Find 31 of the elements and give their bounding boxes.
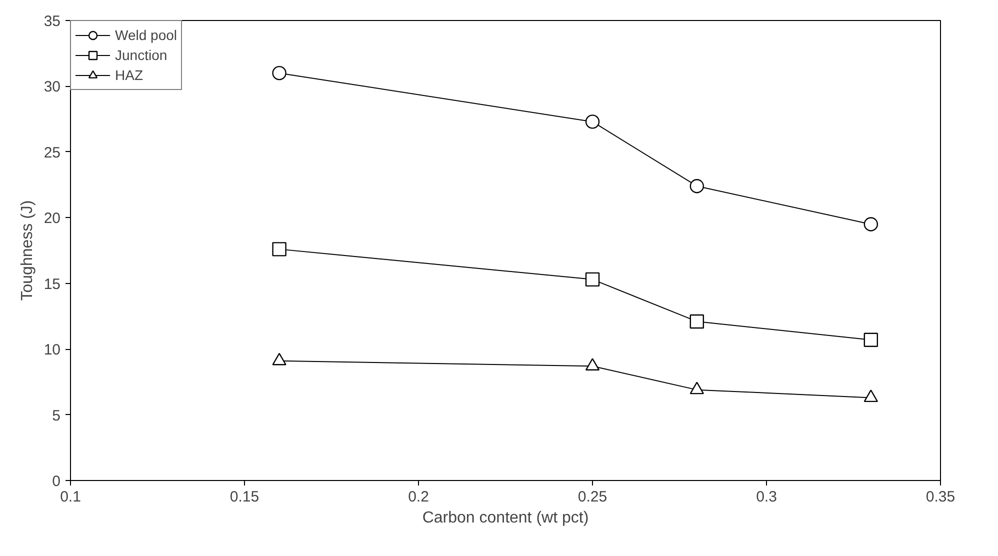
point bbox=[864, 390, 878, 402]
y-tick-label: 15 bbox=[44, 276, 61, 293]
x-tick-label: 0.3 bbox=[756, 488, 777, 506]
point bbox=[690, 314, 704, 329]
y-tick-label: 30 bbox=[44, 78, 61, 96]
point bbox=[690, 382, 704, 394]
x-tick-label: 0.25 bbox=[578, 488, 608, 506]
legend-label: HAZ bbox=[115, 67, 143, 83]
y-tick-label: 35 bbox=[44, 13, 61, 30]
y-tick-label: 10 bbox=[44, 342, 61, 359]
point bbox=[585, 358, 600, 371]
x-tick-label: 0.1 bbox=[60, 488, 81, 506]
x-tick-label: 0.35 bbox=[926, 488, 956, 506]
point bbox=[272, 242, 286, 256]
point bbox=[272, 352, 286, 366]
y-axis-title: Toughness (J) bbox=[18, 200, 36, 301]
point bbox=[690, 179, 704, 194]
y-tick-label: 0 bbox=[52, 473, 60, 490]
y-tick-label: 25 bbox=[44, 144, 61, 162]
x-tick-label: 0.2 bbox=[408, 488, 429, 506]
x-axis-title: Carbon content (wt pct) bbox=[422, 510, 589, 526]
legend-label: Junction bbox=[115, 47, 168, 63]
point bbox=[864, 332, 878, 347]
y-tick-label: 20 bbox=[44, 210, 61, 228]
y-tick-label: 5 bbox=[52, 407, 60, 424]
point bbox=[585, 114, 600, 129]
x-tick-label: 0.15 bbox=[230, 488, 260, 506]
point bbox=[864, 217, 878, 232]
point bbox=[585, 272, 600, 287]
point bbox=[272, 66, 286, 80]
legend-label: Weld pool bbox=[115, 27, 178, 43]
